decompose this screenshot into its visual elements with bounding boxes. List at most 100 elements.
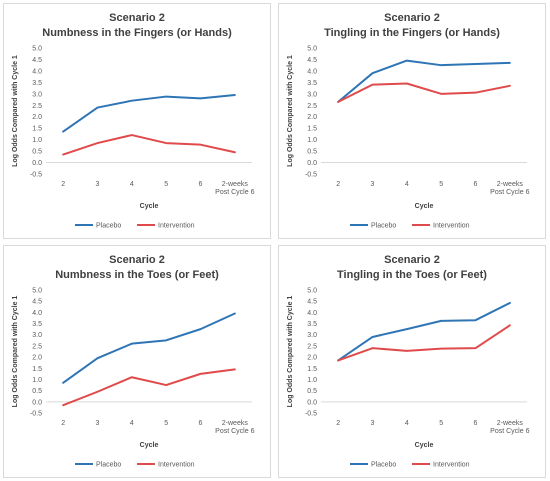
y-tick-label: 4.0 xyxy=(307,310,317,317)
y-tick-label: 0.5 xyxy=(32,149,42,156)
legend-label-placebo: Placebo xyxy=(96,223,121,230)
legend-label-intervention: Intervention xyxy=(158,462,195,469)
x-tick-label: 6 xyxy=(474,181,478,188)
y-tick-label: 2.0 xyxy=(32,355,42,362)
x-tick-label: 2 xyxy=(336,181,340,188)
x-tick-label: 4 xyxy=(130,181,134,188)
y-tick-label: 4.0 xyxy=(32,310,42,317)
y-tick-label: 0.0 xyxy=(32,399,42,406)
y-tick-label: 2.0 xyxy=(32,114,42,121)
y-axis-label: Log Odds Compared with Cycle 1 xyxy=(12,296,19,408)
y-tick-label: 1.0 xyxy=(307,137,317,144)
chart-subtitle: Tingling in the Fingers (or Hands) xyxy=(324,27,500,39)
series-line-placebo xyxy=(337,301,511,362)
chart-title: Scenario 2 xyxy=(109,254,165,266)
y-tick-label: 2.5 xyxy=(307,343,317,350)
x-tick-label: 5 xyxy=(164,420,168,427)
legend-label-placebo: Placebo xyxy=(371,223,396,230)
x-axis-label: Cycle xyxy=(415,442,434,449)
chart-panel-tingling-toes: Scenario 2 Tingling in the Toes (or Feet)… xyxy=(278,245,546,478)
y-tick-label: 2.0 xyxy=(307,114,317,121)
y-tick-label: 0.5 xyxy=(32,388,42,395)
y-tick-label: 3.0 xyxy=(307,332,317,339)
y-tick-label: 0.5 xyxy=(307,149,317,156)
x-tick-label: 2 xyxy=(336,420,340,427)
y-tick-label: 3.0 xyxy=(32,91,42,98)
chart-panel-tingling-fingers: Scenario 2 Tingling in the Fingers (or Ha… xyxy=(278,3,546,239)
x-axis-label: Cycle xyxy=(415,203,434,210)
legend-label-placebo: Placebo xyxy=(371,462,396,469)
y-tick-label: 1.0 xyxy=(307,377,317,384)
x-tick-label: 5 xyxy=(164,181,168,188)
y-tick-label: -0.5 xyxy=(30,411,42,418)
y-tick-label: 3.5 xyxy=(32,80,42,87)
y-tick-label: 3.5 xyxy=(307,80,317,87)
series-line-intervention xyxy=(62,368,236,407)
x-tick-label: 2-weeks Post Cycle 6 xyxy=(490,181,529,196)
y-axis-label: Log Odds Compared with Cycle 1 xyxy=(287,296,294,408)
series-line-placebo xyxy=(337,59,511,103)
x-tick-label: 3 xyxy=(371,181,375,188)
series-line-placebo xyxy=(62,312,236,384)
y-tick-label: 0.0 xyxy=(307,160,317,167)
y-tick-label: 4.5 xyxy=(307,299,317,306)
y-tick-label: 1.5 xyxy=(307,126,317,133)
y-tick-label: 0.5 xyxy=(307,388,317,395)
y-tick-label: 4.5 xyxy=(307,57,317,64)
chart-subtitle: Tingling in the Toes (or Feet) xyxy=(337,269,487,281)
x-tick-label: 2-weeks Post Cycle 6 xyxy=(215,420,254,435)
y-tick-label: 4.5 xyxy=(32,57,42,64)
chart-title: Scenario 2 xyxy=(384,254,440,266)
y-tick-label: -0.5 xyxy=(30,172,42,179)
chart-svg: Scenario 2 Numbness in the Toes (or Feet)… xyxy=(12,254,255,469)
chart-svg: Scenario 2 Tingling in the Toes (or Feet)… xyxy=(287,254,530,469)
x-tick-label: 3 xyxy=(96,420,100,427)
y-tick-label: 3.0 xyxy=(32,332,42,339)
x-tick-label: 2-weeks Post Cycle 6 xyxy=(490,420,529,435)
legend-label-intervention: Intervention xyxy=(433,223,470,230)
x-tick-label: 2 xyxy=(61,181,65,188)
y-tick-label: 0.0 xyxy=(307,399,317,406)
series-line-intervention xyxy=(337,324,511,362)
y-tick-label: 3.0 xyxy=(307,91,317,98)
chart-panel-numbness-fingers: Scenario 2 Numbness in the Fingers (or Ha… xyxy=(3,3,271,239)
chart-subtitle: Numbness in the Fingers (or Hands) xyxy=(42,27,232,39)
chart-title: Scenario 2 xyxy=(109,12,165,24)
chart-svg: Scenario 2 Numbness in the Fingers (or Ha… xyxy=(12,12,255,230)
y-tick-label: 2.5 xyxy=(32,103,42,110)
legend-label-placebo: Placebo xyxy=(96,462,121,469)
legend-label-intervention: Intervention xyxy=(433,462,470,469)
x-tick-label: 2 xyxy=(61,420,65,427)
chart-svg: Scenario 2 Tingling in the Fingers (or Ha… xyxy=(287,12,530,230)
series-line-placebo xyxy=(62,93,236,133)
series-line-intervention xyxy=(62,134,236,156)
y-tick-label: 3.5 xyxy=(307,321,317,328)
y-tick-label: 1.5 xyxy=(32,366,42,373)
y-tick-label: -0.5 xyxy=(305,172,317,179)
y-tick-label: 5.0 xyxy=(32,288,42,295)
y-tick-label: 5.0 xyxy=(32,46,42,53)
y-tick-label: 1.5 xyxy=(32,126,42,133)
y-tick-label: 4.5 xyxy=(32,299,42,306)
x-tick-label: 3 xyxy=(96,181,100,188)
y-tick-label: 4.0 xyxy=(307,68,317,75)
x-tick-label: 4 xyxy=(130,420,134,427)
y-tick-label: 1.5 xyxy=(307,366,317,373)
y-tick-label: 1.0 xyxy=(32,137,42,144)
legend-label-intervention: Intervention xyxy=(158,223,195,230)
y-tick-label: 1.0 xyxy=(32,377,42,384)
y-axis-label: Log Odds Compared with Cycle 1 xyxy=(12,55,19,167)
x-axis-label: Cycle xyxy=(140,442,159,449)
x-tick-label: 2-weeks Post Cycle 6 xyxy=(215,181,254,196)
y-tick-label: 5.0 xyxy=(307,288,317,295)
y-axis-label: Log Odds Compared with Cycle 1 xyxy=(287,55,294,167)
chart-panel-numbness-toes: Scenario 2 Numbness in the Toes (or Feet)… xyxy=(3,245,271,478)
chart-subtitle: Numbness in the Toes (or Feet) xyxy=(55,269,219,281)
y-tick-label: 0.0 xyxy=(32,160,42,167)
y-tick-label: 2.5 xyxy=(307,103,317,110)
x-tick-label: 5 xyxy=(439,181,443,188)
y-tick-label: 2.5 xyxy=(32,343,42,350)
x-tick-label: 3 xyxy=(371,420,375,427)
y-tick-label: 2.0 xyxy=(307,355,317,362)
y-tick-label: 4.0 xyxy=(32,68,42,75)
